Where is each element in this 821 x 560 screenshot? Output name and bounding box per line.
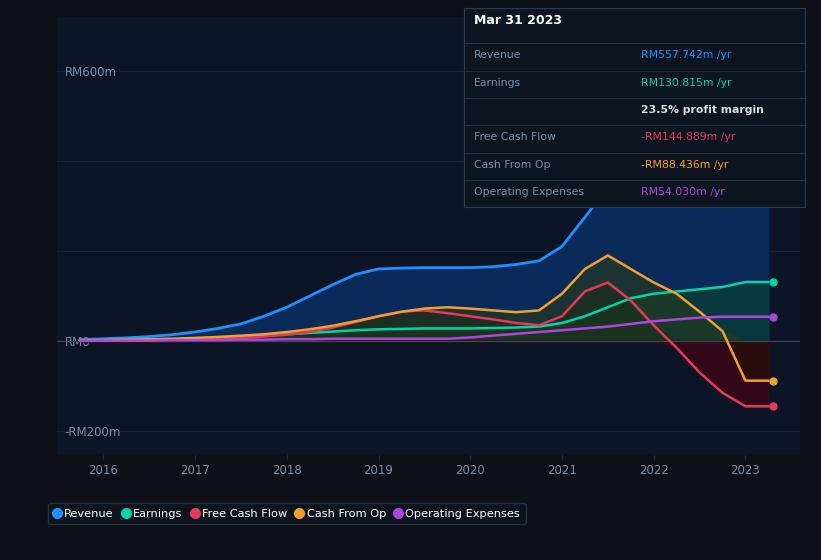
Text: Cash From Op: Cash From Op [474,160,551,170]
Legend: Revenue, Earnings, Free Cash Flow, Cash From Op, Operating Expenses: Revenue, Earnings, Free Cash Flow, Cash … [48,503,525,524]
Text: Operating Expenses: Operating Expenses [474,187,584,197]
Text: RM54.030m /yr: RM54.030m /yr [641,187,725,197]
Text: Free Cash Flow: Free Cash Flow [474,133,556,142]
Text: RM130.815m /yr: RM130.815m /yr [641,78,732,88]
Text: Revenue: Revenue [474,50,521,60]
Text: Mar 31 2023: Mar 31 2023 [474,15,562,27]
Text: RM557.742m /yr: RM557.742m /yr [641,50,732,60]
Text: Earnings: Earnings [474,78,521,88]
Text: 23.5% profit margin: 23.5% profit margin [641,105,764,115]
Text: -RM88.436m /yr: -RM88.436m /yr [641,160,728,170]
Text: -RM144.889m /yr: -RM144.889m /yr [641,133,736,142]
